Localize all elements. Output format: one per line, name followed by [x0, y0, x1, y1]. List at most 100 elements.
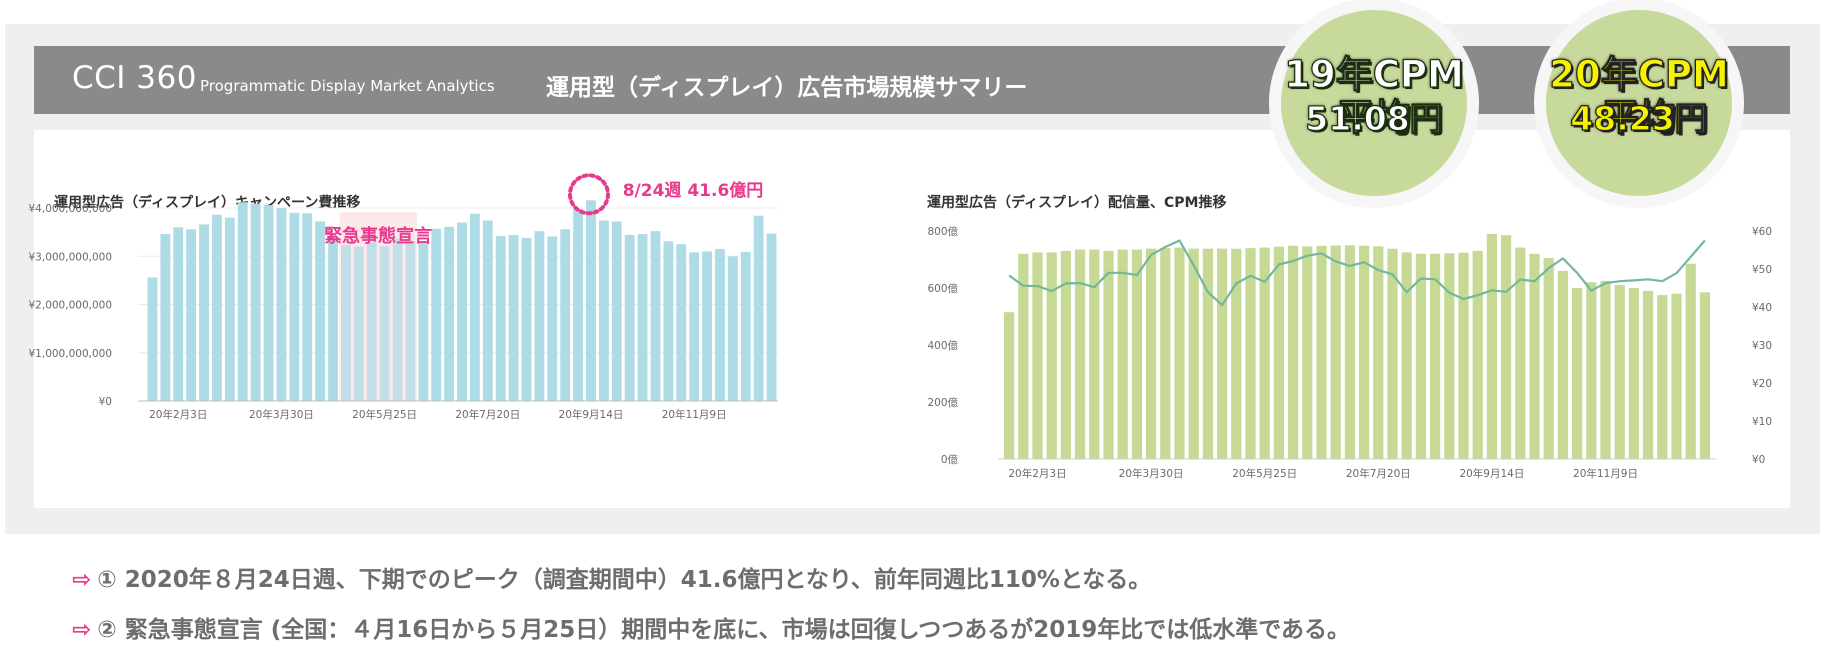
emergency-label: 緊急事態宣言: [324, 225, 432, 247]
volume-bar: [1103, 250, 1114, 459]
x-tick-label: 20年11月9日: [662, 408, 727, 421]
volume-bar: [1472, 250, 1483, 459]
bar: [302, 213, 313, 401]
bar: [573, 208, 583, 401]
volume-bar: [1046, 252, 1057, 459]
bar: [263, 205, 274, 401]
x-tick-label: 20年9月14日: [559, 408, 624, 421]
bar: [469, 213, 480, 401]
volume-bar: [1429, 253, 1441, 459]
bar: [495, 235, 506, 401]
bar: [418, 242, 429, 401]
bar: [341, 245, 351, 401]
bar: [482, 220, 493, 401]
y-left-tick-label: 400億: [927, 339, 958, 352]
volume-bar: [1174, 247, 1185, 459]
bar: [560, 229, 571, 401]
bar: [250, 203, 261, 401]
cpm-line: [1008, 239, 1706, 307]
volume-bar: [1344, 245, 1356, 459]
volume-bar: [1231, 248, 1242, 459]
bar: [715, 249, 725, 401]
volume-bar: [1216, 248, 1228, 459]
x-tick-label: 20年11月9日: [1573, 467, 1638, 480]
volume-bar: [1358, 245, 1370, 459]
bar: [237, 202, 248, 401]
bar: [624, 235, 635, 401]
emergency-shade: [339, 212, 417, 401]
y-right-tick-label: ¥50: [1752, 264, 1772, 276]
cpm-2020-value: 48.23円: [1570, 99, 1709, 138]
cpm-2019-badge: 19年CPM平均 51.08円: [1269, 0, 1479, 208]
cpm-2020-label: 20年CPM平均: [1549, 53, 1730, 139]
y-tick-label: ¥2,000,000,000: [29, 300, 113, 312]
x-tick-label: 20年3月30日: [249, 408, 314, 421]
header-bar: CCI 360 Programmatic Display Market Anal…: [34, 46, 1790, 114]
bar: [276, 208, 287, 401]
bar: [366, 242, 377, 401]
volume-bar: [1330, 245, 1341, 459]
bar: [740, 251, 751, 401]
volume-bar: [1444, 253, 1455, 459]
brand-subtitle: Programmatic Display Market Analytics: [200, 77, 495, 95]
volume-bar: [1415, 253, 1427, 459]
campaign-spend-chart: ¥4,000,000,000 ¥3,000,000,000 ¥2,000,000,0…: [29, 173, 778, 421]
x-tick-label: 20年9月14日: [1459, 467, 1524, 480]
volume-bar: [1671, 293, 1682, 459]
bar: [199, 224, 209, 401]
volume-bar: [1089, 249, 1100, 459]
volume-bar: [1500, 235, 1512, 459]
volume-bar: [1018, 253, 1029, 459]
brand-logo: CCI 360: [72, 60, 197, 96]
y-left-tick-label: 600億: [927, 282, 958, 295]
bar: [766, 233, 777, 401]
volume-bar: [1145, 248, 1157, 459]
volume-bar: [1131, 249, 1143, 459]
x-tick-label: 20年2月3日: [1008, 467, 1066, 480]
volume-bar: [1060, 250, 1072, 459]
bar: [508, 235, 519, 401]
page-title: 運用型（ディスプレイ）広告市場規模サマリー: [546, 75, 1028, 101]
bar: [650, 231, 661, 401]
note-1-text: ① 2020年８月24日週、下期でのピーク（調査期間中）41.6億円となり、前年…: [97, 567, 1152, 593]
volume-bar: [1202, 248, 1214, 459]
y-tick-label: ¥0: [99, 396, 112, 408]
bar: [598, 220, 609, 401]
volume-bar: [1557, 270, 1569, 459]
volume-bar: [1657, 295, 1668, 459]
bar: [637, 234, 648, 401]
bar: [702, 251, 712, 401]
bar: [689, 252, 700, 401]
bar: [173, 227, 184, 401]
peak-label: 8/24週 41.6億円: [623, 180, 764, 201]
bar: [224, 217, 235, 401]
note-2-text: ② 緊急事態宣言 (全国：４月16日から５月25日）期間中を底に、市場は回復しつ…: [97, 617, 1351, 643]
note-1: ⇨ ① 2020年８月24日週、下期でのピーク（調査期間中）41.6億円となり、前…: [72, 560, 1151, 594]
volume-bar: [1302, 246, 1313, 459]
volume-bar: [1287, 245, 1299, 459]
bar: [444, 226, 455, 401]
bar: [521, 237, 532, 401]
bar: [663, 241, 674, 401]
arrow-icon: ⇨: [72, 567, 92, 593]
volume-bar: [1571, 288, 1583, 459]
bar: [315, 221, 326, 401]
volume-bar: [1387, 248, 1398, 459]
volume-bar: [1316, 245, 1327, 459]
y-left-tick-label: 800億: [927, 225, 958, 238]
bar: [289, 212, 300, 401]
right-chart-title: 運用型広告（ディスプレイ）配信量、CPM推移: [927, 195, 1227, 211]
volume-bar: [1685, 263, 1696, 459]
x-tick-label: 20年7月20日: [455, 408, 520, 421]
volume-bar: [1273, 246, 1285, 459]
left-chart-title: 運用型広告（ディスプレイ）キャンペーン費推移: [54, 195, 361, 211]
bar: [328, 236, 338, 401]
volume-bar: [1614, 285, 1625, 459]
bar: [147, 277, 158, 401]
cpm-2020-badge: 20年CPM平均 48.23円: [1534, 0, 1744, 208]
volume-bar: [1642, 290, 1654, 459]
cpm-2019-value: 51.08円: [1305, 99, 1444, 138]
volume-bar: [1699, 292, 1711, 459]
bar: [534, 231, 545, 401]
